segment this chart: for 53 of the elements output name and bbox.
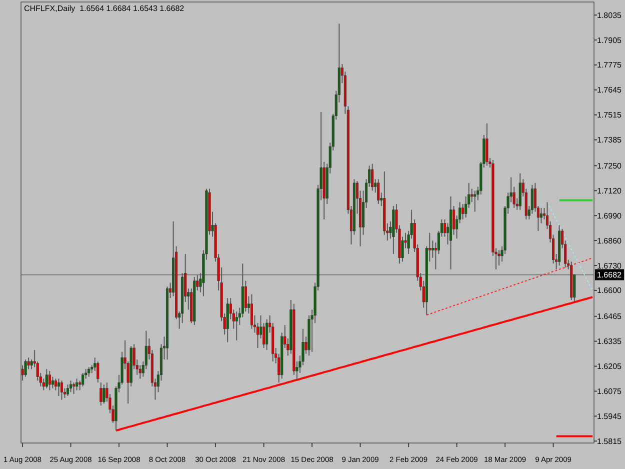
candlestick	[462, 204, 464, 220]
y-tick-label: 1.7775	[597, 60, 622, 70]
candlestick	[540, 207, 543, 224]
candlestick	[102, 384, 106, 404]
y-tick-label: 1.6205	[597, 362, 622, 372]
y-tick-label: 1.6335	[597, 337, 622, 346]
candlestick	[244, 280, 247, 312]
chart-title: CHFLFX,Daily 1.6564 1.6684 1.6543 1.6682	[24, 4, 185, 13]
y-tick-label: 1.7515	[597, 110, 622, 120]
candlestick	[60, 380, 63, 400]
y-tick-label: 1.7905	[597, 36, 622, 45]
candlestick	[21, 364, 24, 382]
y-tick-label: 1.7250	[597, 161, 622, 170]
y-tick-label: 1.5945	[597, 412, 622, 421]
candlestick	[100, 382, 102, 406]
candlestick	[498, 250, 500, 266]
candlestick	[72, 382, 76, 395]
candlestick	[96, 360, 100, 384]
candlestick	[371, 163, 374, 192]
candlestick	[377, 178, 380, 205]
candlestick	[431, 240, 434, 258]
candlestick	[235, 311, 238, 341]
y-tick-label: 1.7645	[597, 86, 622, 95]
candlestick	[48, 370, 51, 391]
candlestick	[474, 190, 476, 212]
line-series	[114, 296, 594, 432]
candlestick	[88, 366, 90, 378]
ref-line-label: 1.6682	[597, 270, 622, 280]
y-tick-label: 1.5815	[597, 436, 622, 446]
candlestick	[82, 372, 84, 387]
y-tick-label: 1.6730	[597, 261, 622, 270]
y-tick-label: 1.6465	[597, 312, 622, 322]
line-series	[426, 258, 593, 316]
y-tick-label: 1.7385	[597, 136, 622, 145]
candlestick	[266, 318, 268, 350]
candlestick	[51, 376, 54, 389]
candlestick	[69, 380, 72, 393]
y-tick-label: 1.6075	[597, 386, 622, 396]
candlestick	[24, 359, 27, 378]
candlestick	[76, 378, 78, 391]
y-tick-label: 1.6990	[597, 211, 622, 220]
line-series	[546, 202, 593, 291]
y-tick-label: 1.6600	[597, 286, 622, 296]
candlestick	[45, 368, 48, 389]
candlestick	[250, 294, 253, 330]
y-tick-label: 1.7120	[597, 186, 622, 196]
candlestick	[486, 122, 488, 166]
y-tick-label: 1.8035	[597, 10, 622, 20]
y-tick-label: 1.6860	[597, 236, 622, 246]
candlestick	[66, 384, 70, 396]
candlestick	[518, 172, 522, 210]
candlestick	[57, 378, 60, 396]
candlestick	[470, 188, 474, 203]
